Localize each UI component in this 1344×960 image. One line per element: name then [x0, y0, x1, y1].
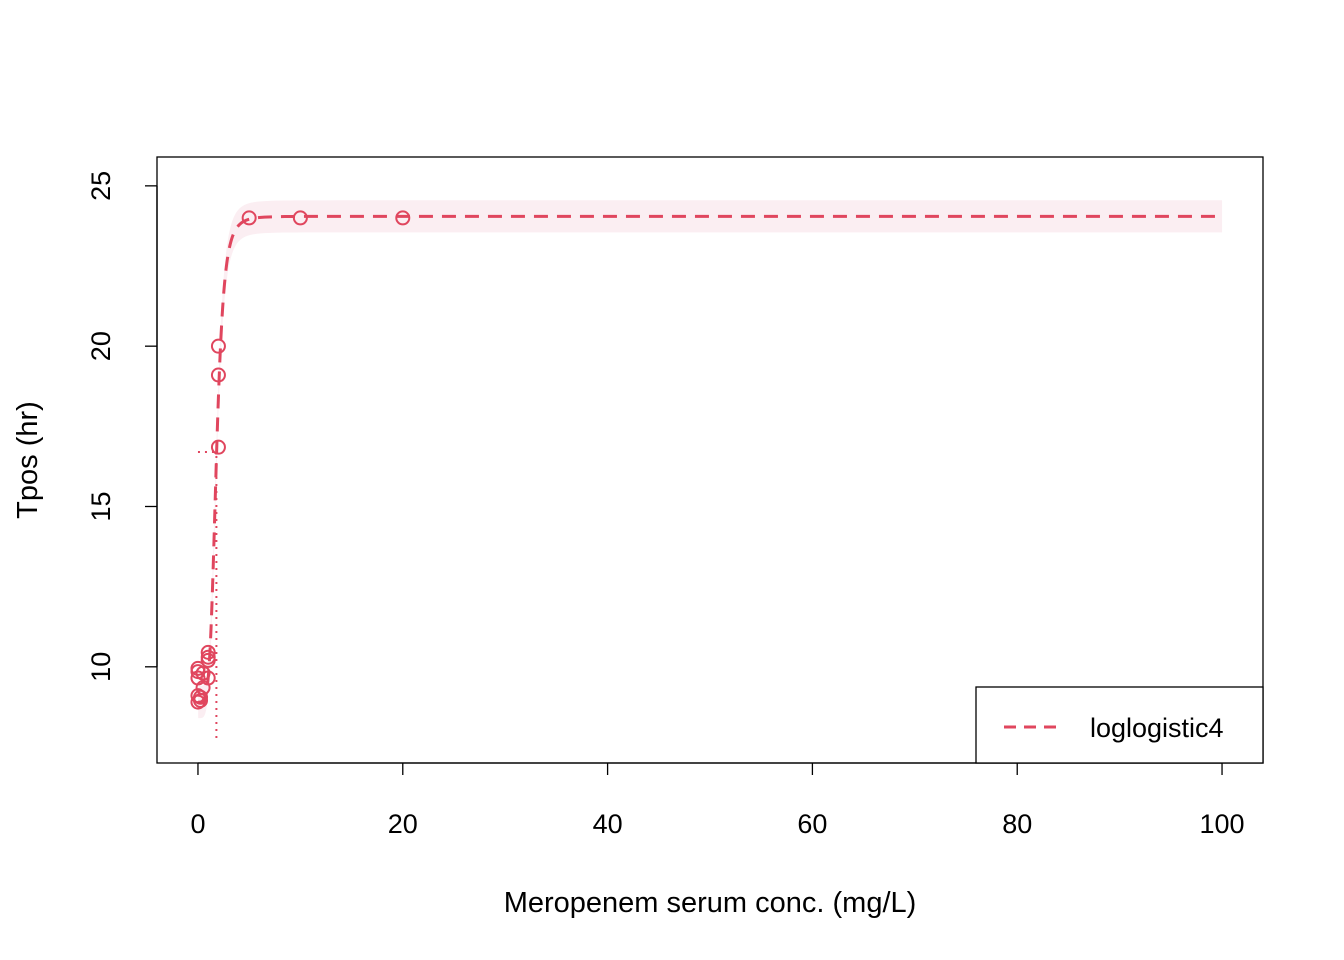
y-tick-label: 20: [86, 331, 116, 361]
legend-label: loglogistic4: [1090, 713, 1224, 743]
data-point: [210, 367, 226, 383]
confidence-band-area: [198, 200, 1223, 719]
x-tick-label: 80: [1002, 809, 1032, 839]
x-tick-label: 0: [190, 809, 205, 839]
x-axis: 0 20 40 60 80 100: [190, 762, 1245, 839]
x-tick-label: 20: [388, 809, 418, 839]
data-point: [193, 689, 209, 705]
data-point: [195, 665, 211, 681]
data-point: [200, 652, 216, 668]
data-point: [395, 210, 411, 226]
data-point: [200, 670, 216, 686]
data-points: [190, 210, 411, 710]
y-tick-label: 25: [86, 171, 116, 201]
fit-curve-loglogistic4: [198, 214, 1223, 704]
x-axis-label: Meropenem serum conc. (mg/L): [504, 887, 917, 919]
fit-curve-layer: [198, 214, 1223, 704]
y-tick-label: 15: [86, 491, 116, 521]
y-tick-label: 10: [86, 652, 116, 682]
confidence-band: [198, 200, 1223, 719]
x-tick-label: 100: [1200, 809, 1245, 839]
plot-frame: [156, 156, 1264, 764]
x-tick-label: 60: [797, 809, 827, 839]
x-tick-label: 40: [593, 809, 623, 839]
y-axis: 10 15 20 25: [86, 171, 158, 682]
data-point: [210, 338, 226, 354]
data-point: [241, 210, 257, 226]
data-point: [200, 644, 216, 660]
legend-box: [975, 686, 1264, 764]
legend: loglogistic4: [975, 686, 1264, 764]
y-axis-label: Tpos (hr): [12, 401, 44, 519]
data-point: [210, 439, 226, 455]
data-point: [292, 210, 308, 226]
